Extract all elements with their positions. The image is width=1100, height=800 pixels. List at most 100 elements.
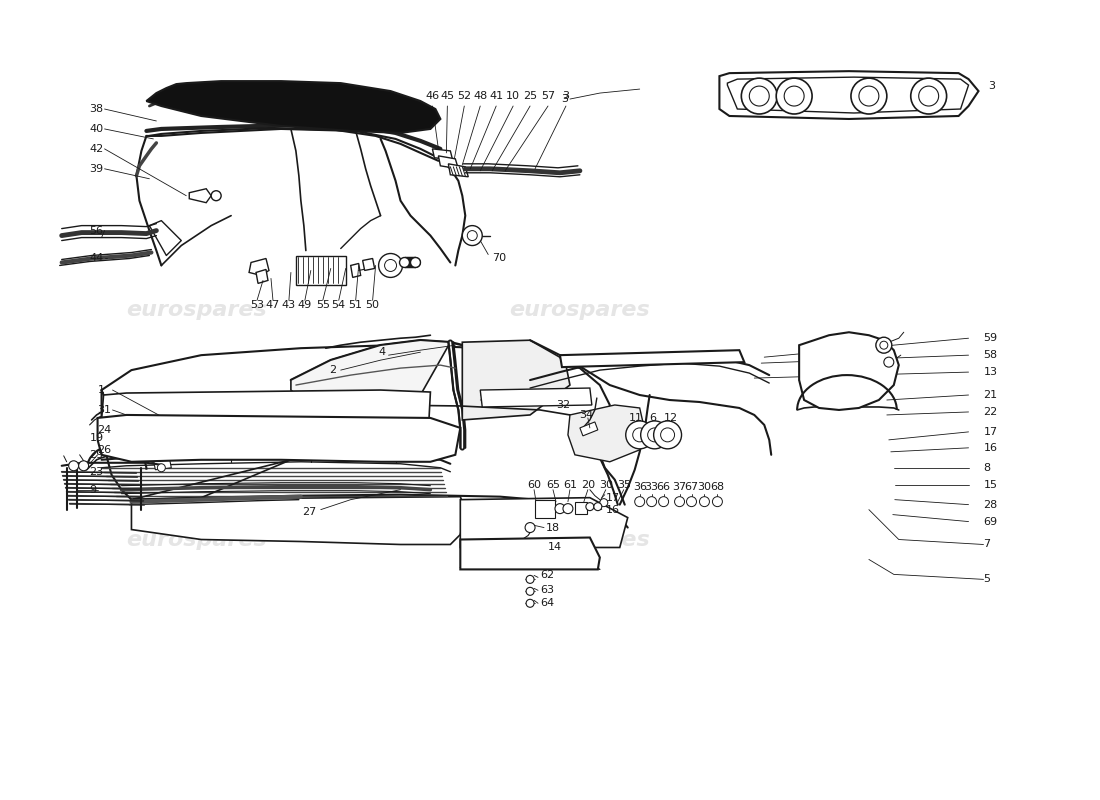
Polygon shape — [163, 85, 420, 123]
Text: 54: 54 — [332, 300, 345, 310]
Text: 11: 11 — [629, 413, 642, 423]
Circle shape — [659, 497, 669, 506]
Polygon shape — [132, 497, 465, 545]
Text: 62: 62 — [540, 570, 554, 580]
Circle shape — [586, 502, 594, 510]
Text: 36: 36 — [632, 482, 647, 492]
Text: 67: 67 — [684, 482, 699, 492]
Text: eurospares: eurospares — [509, 530, 650, 550]
Text: 40: 40 — [89, 124, 103, 134]
Circle shape — [399, 258, 409, 267]
Circle shape — [648, 428, 661, 442]
Polygon shape — [799, 332, 899, 410]
Text: 35: 35 — [617, 480, 630, 490]
Text: 42: 42 — [89, 144, 103, 154]
Polygon shape — [189, 189, 211, 202]
Circle shape — [211, 190, 221, 201]
Text: 43: 43 — [282, 300, 296, 310]
Text: 55: 55 — [316, 300, 330, 310]
Circle shape — [640, 421, 669, 449]
Polygon shape — [296, 255, 345, 286]
Text: eurospares: eurospares — [509, 300, 650, 320]
Text: 60: 60 — [527, 480, 541, 490]
Circle shape — [78, 461, 89, 470]
Text: 10: 10 — [506, 91, 520, 101]
Circle shape — [777, 78, 812, 114]
Text: 44: 44 — [89, 254, 103, 263]
Circle shape — [556, 504, 565, 514]
Polygon shape — [462, 340, 570, 420]
Circle shape — [918, 86, 938, 106]
Polygon shape — [153, 458, 172, 470]
Polygon shape — [166, 446, 197, 457]
Text: 24: 24 — [98, 425, 112, 435]
Text: 30: 30 — [697, 482, 712, 492]
Text: 7: 7 — [983, 539, 991, 550]
Text: 52: 52 — [458, 91, 472, 101]
Text: 41: 41 — [490, 91, 504, 101]
Text: 34: 34 — [579, 410, 593, 420]
Circle shape — [635, 497, 645, 506]
Text: eurospares: eurospares — [125, 300, 266, 320]
Circle shape — [526, 599, 535, 607]
Circle shape — [880, 342, 888, 349]
Circle shape — [653, 421, 682, 449]
Polygon shape — [869, 348, 891, 362]
Circle shape — [674, 497, 684, 506]
Text: 8: 8 — [983, 462, 991, 473]
Text: 47: 47 — [266, 300, 280, 310]
Text: 50: 50 — [365, 300, 380, 310]
Polygon shape — [481, 388, 592, 407]
Text: 49: 49 — [298, 300, 312, 310]
Text: 1: 1 — [98, 385, 104, 395]
Polygon shape — [460, 538, 600, 570]
Polygon shape — [568, 405, 645, 462]
Text: 18: 18 — [546, 522, 560, 533]
Polygon shape — [256, 270, 268, 283]
Circle shape — [600, 498, 608, 506]
Text: 6: 6 — [649, 413, 656, 423]
Polygon shape — [449, 164, 469, 177]
Text: 9: 9 — [89, 485, 97, 494]
Circle shape — [594, 502, 602, 510]
Text: 39: 39 — [89, 164, 103, 174]
Text: 17: 17 — [983, 427, 998, 437]
Polygon shape — [146, 81, 440, 133]
Text: 56: 56 — [89, 226, 103, 235]
Circle shape — [526, 587, 535, 595]
Polygon shape — [249, 258, 270, 275]
Circle shape — [462, 226, 482, 246]
Circle shape — [468, 230, 477, 241]
Polygon shape — [363, 258, 375, 270]
Text: 70: 70 — [492, 254, 506, 263]
Circle shape — [700, 497, 710, 506]
Circle shape — [686, 497, 696, 506]
Circle shape — [883, 357, 894, 367]
Text: 31: 31 — [98, 405, 111, 415]
Text: 16: 16 — [983, 443, 998, 453]
Bar — [535, 500, 556, 518]
Text: 5: 5 — [983, 574, 990, 584]
Polygon shape — [351, 263, 361, 278]
Polygon shape — [290, 340, 450, 408]
Circle shape — [563, 504, 573, 514]
Text: 16: 16 — [606, 505, 619, 514]
Text: 12: 12 — [663, 413, 678, 423]
Text: 4: 4 — [378, 347, 386, 357]
Circle shape — [525, 522, 535, 533]
Circle shape — [632, 428, 647, 442]
Text: 48: 48 — [473, 91, 487, 101]
Text: 20: 20 — [581, 480, 595, 490]
Circle shape — [410, 258, 420, 267]
Text: 13: 13 — [983, 367, 998, 377]
Circle shape — [911, 78, 947, 114]
Circle shape — [851, 78, 887, 114]
Circle shape — [378, 254, 403, 278]
Polygon shape — [560, 350, 745, 367]
Polygon shape — [432, 149, 452, 159]
Text: 22: 22 — [983, 407, 998, 417]
Text: 46: 46 — [426, 91, 440, 101]
Polygon shape — [869, 360, 891, 374]
Text: 3: 3 — [561, 94, 568, 104]
Text: 17: 17 — [606, 493, 620, 502]
